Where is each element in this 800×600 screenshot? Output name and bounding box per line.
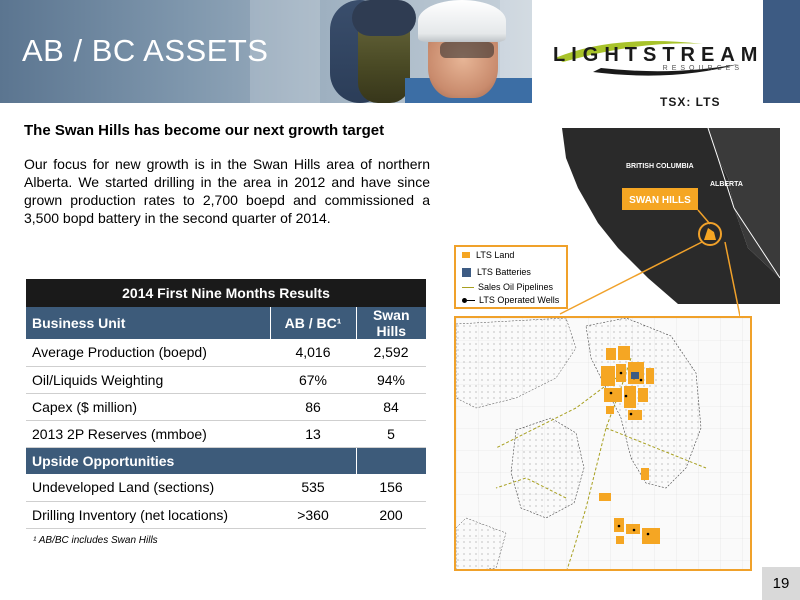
- ab-bc-value: 13: [270, 420, 356, 448]
- row-label: Undeveloped Land (sections): [26, 474, 270, 502]
- column-header: AB / BC¹: [270, 307, 357, 339]
- intro-paragraph: Our focus for new growth is in the Swan …: [24, 156, 430, 226]
- lts-battery-icon: [631, 372, 639, 379]
- legend-item: Sales Oil Pipelines: [462, 282, 553, 292]
- row-label: Drilling Inventory (net locations): [26, 501, 270, 529]
- pipeline-icon: [462, 286, 474, 288]
- ab-bc-value: 67%: [270, 366, 356, 394]
- locator-map: BRITISH COLUMBIA ALBERTA SWAN HILLS: [562, 128, 780, 304]
- swan-hills-value: 200: [356, 501, 426, 529]
- swan-hills-value: 84: [356, 393, 426, 421]
- swan-hills-value: 5: [356, 420, 426, 448]
- map-legend: LTS Land LTS Batteries Sales Oil Pipelin…: [454, 245, 568, 309]
- results-table: 2014 First Nine Months Results Business …: [26, 279, 426, 529]
- footnote: ¹ AB/BC includes Swan Hills: [33, 535, 158, 546]
- header-accent-bar: [763, 0, 800, 103]
- table-row: Undeveloped Land (sections) 535 156: [26, 474, 426, 502]
- swan-hills-value: 2,592: [356, 339, 426, 367]
- swan-hills-detail-map: [454, 316, 752, 571]
- row-label: Capex ($ million): [26, 393, 270, 421]
- swan-hills-badge: [622, 188, 698, 210]
- ab-bc-value: >360: [270, 501, 356, 529]
- slide-header: AB / BC ASSETS LIGHTSTREAM RESOURCES TSX…: [0, 0, 800, 109]
- land-swatch-icon: [462, 252, 470, 258]
- ab-bc-value: 86: [270, 393, 356, 421]
- logo-text: LIGHTSTREAM: [553, 44, 764, 66]
- company-logo: LIGHTSTREAM RESOURCES: [553, 38, 757, 82]
- page-number: 19: [762, 567, 800, 600]
- row-label: 2013 2P Reserves (mmboe): [26, 420, 270, 448]
- bc-label: BRITISH COLUMBIA: [626, 163, 694, 170]
- legend-item: LTS Land: [462, 250, 514, 260]
- map-connector: [559, 241, 740, 317]
- well-icon: [462, 297, 467, 303]
- slide-title: AB / BC ASSETS: [22, 33, 269, 68]
- swan-hills-value: 94%: [356, 366, 426, 394]
- row-label: Average Production (boepd): [26, 339, 270, 367]
- hardhat-image: [418, 0, 506, 42]
- table-row: Average Production (boepd) 4,016 2,592: [26, 339, 426, 367]
- table-header-row: Business Unit AB / BC¹ Swan Hills: [26, 307, 426, 339]
- table-row: Oil/Liquids Weighting 67% 94%: [26, 366, 426, 394]
- section-subtitle: The Swan Hills has become our next growt…: [24, 122, 385, 139]
- ab-bc-value: 535: [270, 474, 356, 502]
- table-caption: 2014 First Nine Months Results: [26, 279, 426, 307]
- logo-subtext: RESOURCES: [662, 65, 743, 72]
- table-row: 2013 2P Reserves (mmboe) 13 5: [26, 420, 426, 448]
- swan-hills-label: SWAN HILLS: [629, 195, 691, 206]
- row-label: Oil/Liquids Weighting: [26, 366, 270, 394]
- legend-item: LTS Operated Wells: [462, 295, 559, 305]
- header-photo: [0, 0, 532, 103]
- table-row: Capex ($ million) 86 84: [26, 393, 426, 421]
- swan-hills-value: 156: [356, 474, 426, 502]
- ticker-symbol: TSX: LTS: [660, 95, 721, 109]
- battery-icon: [462, 267, 471, 277]
- section-label: Upside Opportunities: [26, 447, 356, 474]
- column-header: Swan Hills: [356, 307, 426, 339]
- column-header: Business Unit: [26, 307, 271, 339]
- alberta-label: ALBERTA: [710, 181, 743, 188]
- table-row: Drilling Inventory (net locations) >360 …: [26, 501, 426, 529]
- ab-bc-value: 4,016: [270, 339, 356, 367]
- legend-item: LTS Batteries: [462, 267, 531, 277]
- table-section-header: Upside Opportunities: [26, 447, 426, 474]
